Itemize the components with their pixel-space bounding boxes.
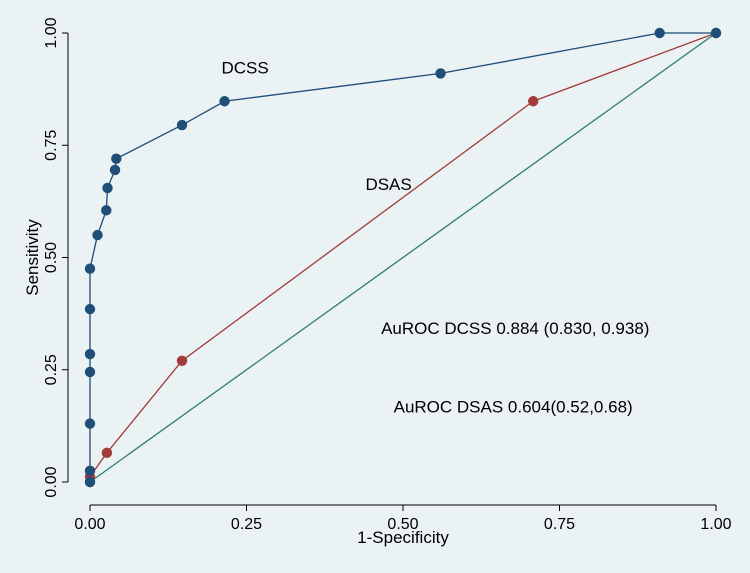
x-tick-label: 0.25: [231, 516, 262, 533]
dcss-point: [84, 465, 96, 476]
label-dcss: DCSS: [221, 58, 268, 77]
reference-line: [89, 32, 717, 483]
dcss-point: [84, 366, 96, 378]
dcss-point: [176, 119, 188, 131]
dcss-point: [84, 348, 96, 360]
annotations: DCSS DSAS AuROC DCSS 0.884 (0.830, 0.938) A…: [221, 58, 649, 416]
dcss-point: [84, 303, 96, 315]
dsas-point: [101, 447, 113, 459]
y-axis-title: Sensitivity: [23, 219, 42, 296]
dcss-point: [710, 27, 722, 39]
auroc-dcss: AuROC DCSS 0.884 (0.830, 0.938): [381, 319, 649, 338]
dcss-point: [101, 205, 112, 216]
dcss-point: [84, 476, 96, 488]
dcss-point: [654, 27, 665, 39]
x-tick-label: 0.00: [74, 516, 105, 533]
dsas-point: [176, 355, 188, 366]
x-tick-label: 1.00: [700, 516, 731, 533]
dcss-point: [109, 164, 121, 176]
ticks: 0.00 0.25 0.50 0.75 1.00 0.00 0.25 0.50 0.75 1.00: [43, 17, 732, 533]
auroc-dsas: AuROC DSAS 0.604(0.52,0.68): [394, 397, 633, 416]
series-points: [84, 27, 722, 488]
axes: [67, 33, 716, 506]
y-tick-label: 0.50: [43, 242, 60, 273]
y-tick-label: 0.00: [43, 466, 60, 497]
label-dsas: DSAS: [365, 175, 411, 194]
dcss-point: [102, 182, 113, 194]
dcss-point: [92, 229, 103, 241]
y-tick-label: 0.75: [43, 130, 60, 161]
dcss-point: [84, 263, 96, 274]
dcss-point: [111, 153, 122, 164]
dcss-point: [435, 68, 446, 79]
y-tick-label: 0.25: [43, 354, 60, 385]
y-tick-label: 1.00: [43, 17, 60, 48]
dsas-point: [528, 96, 539, 107]
x-tick-label: 0.75: [544, 516, 575, 533]
dcss-point: [219, 96, 230, 107]
dcss-point: [84, 418, 96, 429]
x-axis-title: 1-Specificity: [357, 528, 449, 547]
x-tick-label: 0.50: [387, 516, 418, 533]
